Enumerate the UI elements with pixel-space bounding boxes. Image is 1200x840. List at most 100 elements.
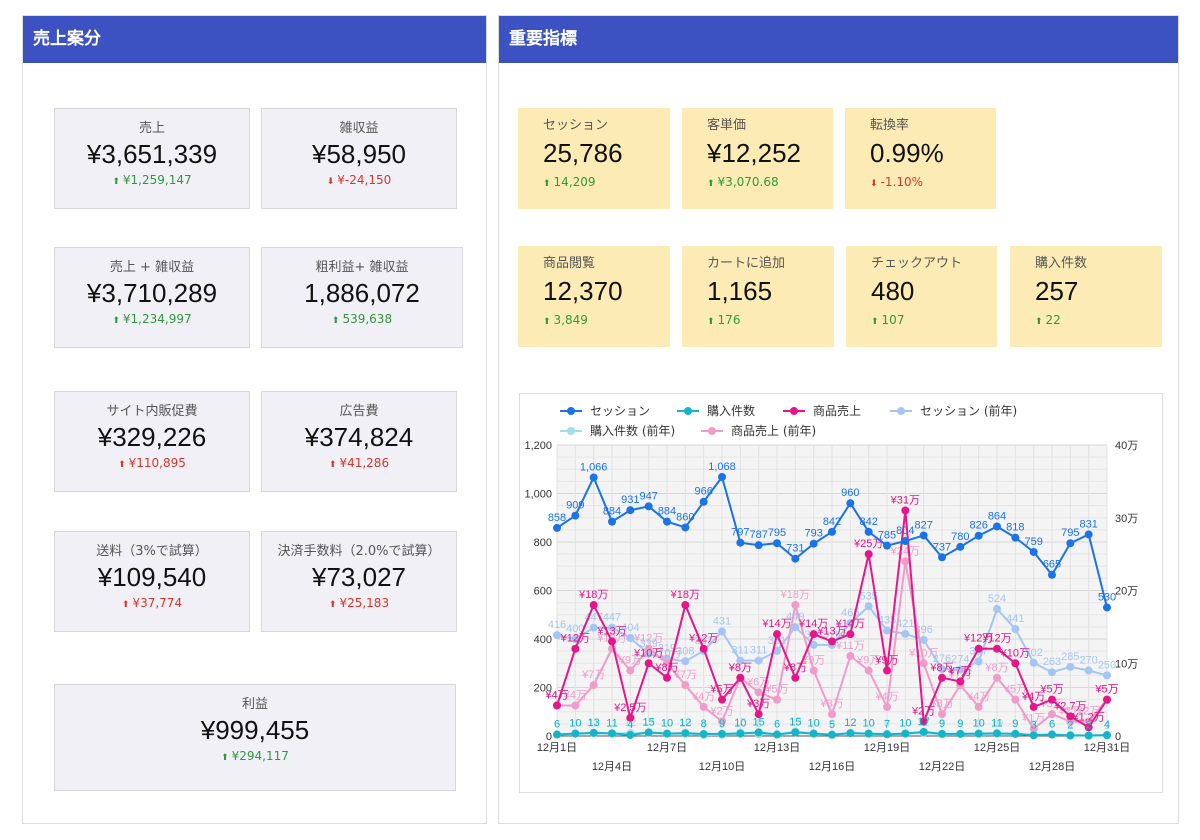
sales-breakdown-panel: 売上案分 売上 ¥3,651,339 ⬆ ¥1,259,147 雑収益 ¥58,950 ⬇ ¥…	[22, 15, 487, 824]
metric-label: 粗利益+ 雑収益	[315, 260, 409, 275]
data-label: ¥8万	[654, 662, 678, 674]
metric-delta-value: ¥25,183	[339, 596, 390, 610]
kpi-label: チェックアウト	[871, 256, 963, 271]
arrow-up-icon: ⬆	[121, 600, 130, 610]
metric-delta: ⬆ ¥294,117	[55, 748, 455, 766]
kpi-card-avg-order-value[interactable]: 客単価 ¥12,252 ⬆ ¥3,070.68	[682, 108, 833, 209]
data-point	[791, 623, 800, 632]
arrow-down-icon: ⬇	[870, 179, 878, 189]
data-label: ¥18万	[780, 589, 810, 601]
data-label: 960	[841, 487, 859, 499]
kpi-card-conversion-rate[interactable]: 転換率 0.99% ⬇ -1.10%	[845, 108, 996, 209]
data-label: ¥1.2万	[1071, 711, 1104, 723]
data-point	[809, 630, 818, 639]
arrow-up-icon: ⬆	[112, 316, 120, 326]
data-point	[718, 695, 726, 704]
metric-delta-value: ¥37,774	[132, 596, 183, 610]
metric-card-shipping-fee[interactable]: 送料（3%で試算） ¥109,540 ⬆ ¥37,774	[54, 531, 250, 632]
data-point	[791, 673, 800, 682]
metric-label: 決済手数料（2.0%で試算）	[277, 544, 441, 559]
data-point	[773, 539, 781, 548]
data-label: 12	[844, 717, 856, 729]
metric-card-ad-cost[interactable]: 広告費 ¥374,824 ⬆ ¥41,286	[261, 391, 457, 492]
metric-delta: ⬆ 539,638	[262, 311, 462, 329]
data-label: 11	[606, 717, 617, 729]
x-tick-label: 12月4日	[592, 761, 632, 773]
data-label: 274	[951, 654, 969, 666]
data-label: ¥10万	[633, 647, 663, 659]
data-label: 10	[808, 718, 820, 730]
data-label: ¥9万	[874, 655, 898, 667]
data-label: 9	[939, 718, 945, 730]
metric-value: ¥3,710,289	[86, 278, 218, 308]
daily-trend-chart[interactable]: 0 200 400 600 800 1,000 1,200 0 10万 20万 30万 40万 12月1…	[519, 393, 1163, 793]
data-label: 7	[884, 718, 890, 730]
y-right-tick-label: 10万	[1115, 658, 1138, 670]
data-label: ¥6万	[746, 676, 770, 688]
kpi-card-sessions[interactable]: セッション 25,786 ⬆ 14,209	[518, 108, 670, 209]
data-point	[1011, 695, 1020, 704]
data-label: ¥2万	[1076, 705, 1100, 717]
metric-card-onsite-promo-cost[interactable]: サイト内販促費 ¥329,226 ⬆ ¥110,895	[54, 391, 250, 492]
kpi-card-product-views[interactable]: 商品閲覧 12,370 ⬆ 3,849	[518, 246, 670, 347]
data-point	[718, 729, 726, 738]
data-label: 6	[554, 719, 560, 731]
kpi-card-add-to-cart[interactable]: カートに追加 1,165 ⬆ 176	[682, 246, 834, 347]
metric-card-gross-profit-plus-misc[interactable]: 粗利益+ 雑収益 1,886,072 ⬆ 539,638	[261, 247, 463, 348]
data-label: ¥9万	[856, 655, 880, 667]
legend-label: セッション (前年)	[920, 403, 1017, 418]
metric-card-sales-plus-misc[interactable]: 売上 + 雑収益 ¥3,710,289 ⬆ ¥1,234,997	[54, 247, 250, 348]
data-point	[901, 537, 910, 546]
data-label: 12	[679, 717, 691, 729]
data-point	[589, 681, 598, 690]
metric-card-profit[interactable]: 利益 ¥999,455 ⬆ ¥294,117	[54, 684, 456, 791]
data-point	[773, 646, 781, 655]
data-point	[883, 666, 891, 675]
data-label: 431	[713, 615, 731, 627]
metric-card-sales[interactable]: 売上 ¥3,651,339 ⬆ ¥1,259,147	[54, 108, 250, 209]
metric-card-payment-fee[interactable]: 決済手数料（2.0%で試算） ¥73,027 ⬆ ¥25,183	[261, 531, 457, 632]
data-point	[846, 651, 855, 660]
data-point	[736, 729, 745, 738]
data-label: 795	[768, 527, 786, 539]
kpi-card-checkout[interactable]: チェックアウト 480 ⬆ 107	[846, 246, 997, 347]
kpi-value: 25,786	[543, 138, 623, 168]
data-label: 8	[756, 718, 762, 730]
data-label: 8	[884, 718, 890, 730]
data-point	[626, 506, 635, 515]
data-point	[681, 681, 690, 690]
kpi-delta-value: ¥3,070.68	[717, 175, 779, 189]
data-point	[974, 702, 983, 711]
data-label: 826	[969, 520, 987, 532]
data-point	[974, 644, 983, 653]
data-point	[589, 601, 598, 610]
data-label: 270	[1079, 655, 1097, 667]
data-point	[663, 729, 671, 738]
data-label: ¥12万	[560, 633, 590, 645]
data-label: 447	[603, 612, 621, 624]
data-point	[956, 665, 965, 674]
data-label: ¥12万	[688, 633, 718, 645]
chart-svg: 0 200 400 600 800 1,000 1,200 0 10万 20万 30万 40万 12月1…	[524, 403, 1138, 773]
data-label: ¥14万	[761, 618, 791, 630]
data-point	[571, 729, 580, 738]
kpi-card-purchases[interactable]: 購入件数 257 ⬆ 22	[1010, 246, 1162, 347]
data-label: 7	[939, 718, 945, 730]
data-point	[809, 539, 818, 548]
data-point	[846, 729, 855, 738]
data-point	[919, 727, 928, 736]
data-point	[553, 523, 561, 532]
x-tick-label: 12月1日	[537, 742, 577, 754]
data-point	[644, 502, 653, 511]
data-point	[626, 731, 635, 740]
metric-card-misc-income[interactable]: 雑収益 ¥58,950 ⬇ ¥-24,150	[261, 108, 457, 209]
data-label: 400	[566, 623, 584, 635]
data-point	[901, 629, 910, 638]
data-label: ¥8万	[783, 662, 807, 674]
data-point	[1103, 695, 1111, 704]
data-label: 9	[957, 718, 963, 730]
kpi-delta-value: -1.10%	[880, 175, 923, 189]
data-point	[1029, 731, 1038, 740]
data-point	[993, 644, 1001, 653]
kpi-delta-value: 14,209	[553, 175, 596, 189]
